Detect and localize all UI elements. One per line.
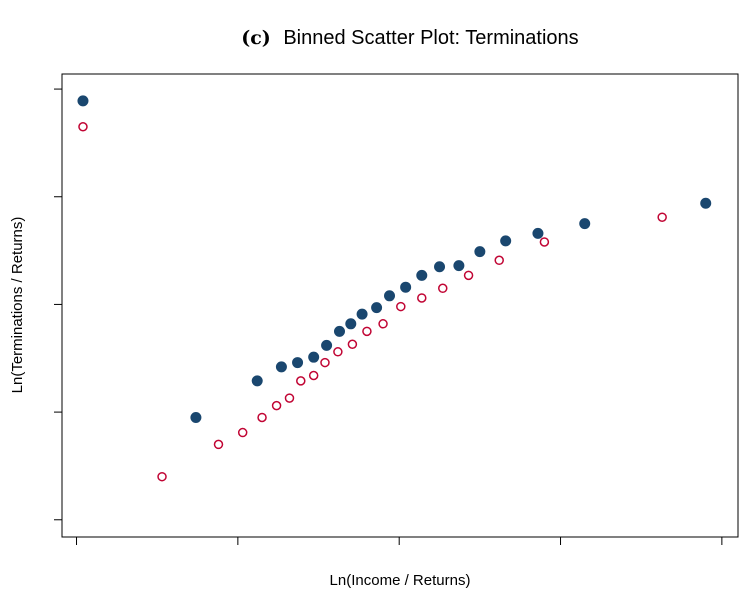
scatter-point bbox=[434, 261, 446, 273]
scatter-point bbox=[308, 370, 319, 381]
x-axis-label: Ln(Income / Returns) bbox=[330, 572, 471, 589]
scatter-point bbox=[700, 197, 712, 209]
scatter-point bbox=[292, 357, 304, 369]
scatter-point bbox=[416, 269, 428, 281]
scatter-point bbox=[474, 246, 486, 258]
scatter-point bbox=[494, 255, 504, 266]
scatter-point bbox=[321, 339, 333, 351]
scatter-point bbox=[400, 281, 412, 293]
scatter-point bbox=[371, 302, 383, 314]
scatter-point bbox=[333, 325, 345, 337]
scatter-point bbox=[275, 361, 287, 373]
scatter-point bbox=[333, 347, 343, 357]
scatter-point bbox=[657, 212, 667, 222]
scatter-point bbox=[257, 412, 267, 423]
scatter-point bbox=[438, 283, 448, 294]
panel-label: (c) bbox=[241, 27, 271, 49]
scatter-point bbox=[532, 227, 544, 239]
scatter-point bbox=[190, 411, 202, 423]
scatter-point bbox=[417, 293, 427, 303]
plot-frame bbox=[61, 73, 739, 538]
scatter-point bbox=[347, 339, 358, 350]
chart-title: Binned Scatter Plot: Terminations bbox=[283, 27, 578, 49]
scatter-point bbox=[579, 218, 591, 230]
scatter-point bbox=[320, 357, 330, 368]
y-axis-label: Ln(Terminations / Returns) bbox=[9, 217, 26, 394]
scatter-point bbox=[463, 270, 474, 281]
scatter-point bbox=[308, 351, 320, 363]
scatter-point bbox=[251, 375, 263, 387]
scatter-point bbox=[213, 439, 224, 450]
scatter-point bbox=[237, 427, 248, 438]
scatter-point bbox=[284, 393, 295, 403]
scatter-point bbox=[356, 308, 368, 320]
scatter-point bbox=[296, 376, 306, 386]
scatter-point bbox=[453, 260, 465, 272]
scatter-point bbox=[378, 319, 388, 329]
scatter-point bbox=[271, 400, 282, 411]
scatter-point bbox=[157, 471, 167, 482]
scatter-point bbox=[77, 95, 89, 107]
scatter-point bbox=[78, 122, 88, 132]
scatter-point bbox=[345, 318, 357, 330]
scatter-point bbox=[362, 326, 372, 337]
scatter-point bbox=[384, 290, 396, 302]
scatter-point bbox=[396, 301, 406, 312]
scatter-point bbox=[500, 235, 512, 247]
scatter-point bbox=[539, 237, 550, 247]
